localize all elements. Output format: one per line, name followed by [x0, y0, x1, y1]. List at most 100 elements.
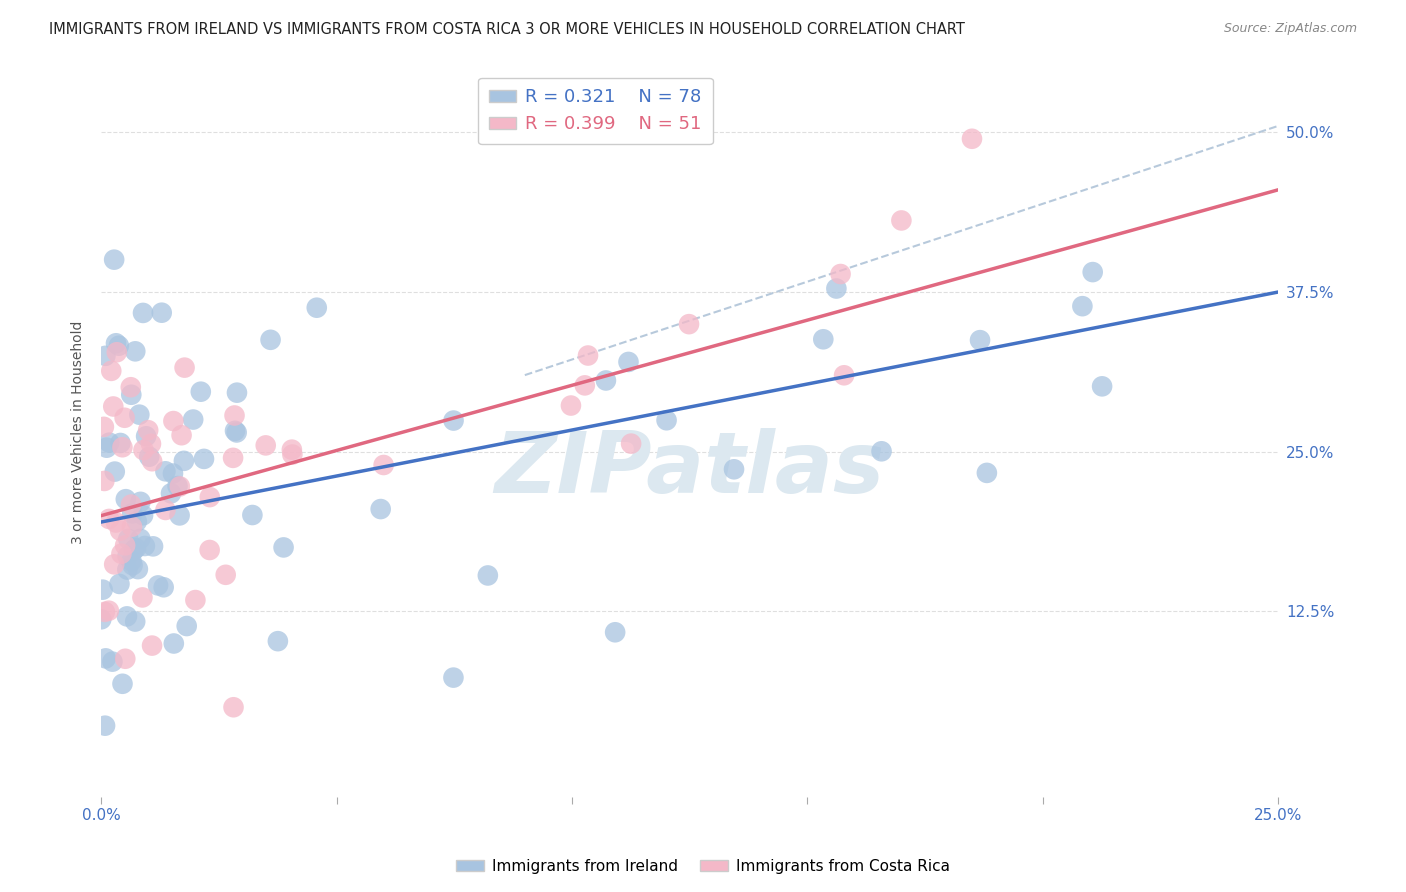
Point — [224, 409, 246, 423]
Point — [91, 582, 114, 597]
Point — [830, 267, 852, 281]
Point — [125, 515, 148, 529]
Point — [190, 384, 212, 399]
Point — [103, 252, 125, 267]
Point — [138, 450, 160, 464]
Point — [129, 495, 152, 509]
Point — [108, 577, 131, 591]
Point — [141, 639, 163, 653]
Point — [110, 547, 132, 561]
Point — [242, 508, 264, 522]
Point — [477, 568, 499, 582]
Point — [117, 549, 139, 564]
Point — [111, 440, 134, 454]
Point — [198, 490, 221, 504]
Point — [173, 360, 195, 375]
Point — [155, 464, 177, 478]
Point — [281, 448, 304, 462]
Point — [105, 345, 128, 359]
Point — [93, 420, 115, 434]
Point — [595, 374, 617, 388]
Point — [121, 554, 143, 568]
Point — [124, 344, 146, 359]
Point — [97, 604, 120, 618]
Point — [136, 423, 159, 437]
Point — [225, 425, 247, 440]
Point — [139, 437, 162, 451]
Point — [120, 498, 142, 512]
Point — [111, 677, 134, 691]
Point — [162, 414, 184, 428]
Point — [134, 539, 156, 553]
Point — [226, 385, 249, 400]
Point — [166, 479, 188, 493]
Text: Source: ZipAtlas.com: Source: ZipAtlas.com — [1223, 22, 1357, 36]
Point — [198, 543, 221, 558]
Point — [115, 609, 138, 624]
Point — [132, 508, 155, 523]
Point — [655, 413, 678, 427]
Point — [254, 438, 277, 452]
Point — [678, 317, 700, 331]
Point — [617, 355, 640, 369]
Point — [576, 349, 599, 363]
Point — [142, 539, 165, 553]
Point — [105, 336, 128, 351]
Point — [114, 410, 136, 425]
Point — [146, 578, 169, 592]
Point — [114, 652, 136, 666]
Point — [169, 508, 191, 523]
Point — [98, 512, 121, 526]
Point — [890, 213, 912, 227]
Point — [132, 306, 155, 320]
Point — [131, 591, 153, 605]
Point — [94, 719, 117, 733]
Point — [155, 503, 177, 517]
Point — [94, 605, 117, 619]
Legend: Immigrants from Ireland, Immigrants from Costa Rica: Immigrants from Ireland, Immigrants from… — [450, 853, 956, 880]
Point — [825, 281, 848, 295]
Point — [969, 333, 991, 347]
Point — [176, 619, 198, 633]
Point — [127, 562, 149, 576]
Point — [152, 580, 174, 594]
Point — [976, 466, 998, 480]
Point — [98, 435, 121, 450]
Point — [121, 507, 143, 521]
Point — [870, 444, 893, 458]
Point — [104, 465, 127, 479]
Point — [443, 671, 465, 685]
Point — [1091, 379, 1114, 393]
Point — [1081, 265, 1104, 279]
Point — [592, 122, 614, 136]
Point — [93, 474, 115, 488]
Point — [114, 538, 136, 552]
Point — [163, 636, 186, 650]
Point — [273, 541, 295, 555]
Point — [104, 516, 127, 530]
Text: ZIPatlas: ZIPatlas — [495, 427, 884, 510]
Point — [222, 450, 245, 465]
Point — [560, 399, 582, 413]
Point — [215, 567, 238, 582]
Point — [813, 332, 835, 346]
Point — [281, 442, 304, 457]
Point — [94, 349, 117, 363]
Point — [121, 519, 143, 533]
Point — [170, 428, 193, 442]
Point — [103, 400, 125, 414]
Point — [305, 301, 328, 315]
Point — [620, 436, 643, 450]
Point — [832, 368, 855, 383]
Point — [128, 408, 150, 422]
Point — [114, 492, 136, 507]
Point — [184, 593, 207, 607]
Point — [181, 412, 204, 426]
Point — [443, 413, 465, 427]
Text: IMMIGRANTS FROM IRELAND VS IMMIGRANTS FROM COSTA RICA 3 OR MORE VEHICLES IN HOUS: IMMIGRANTS FROM IRELAND VS IMMIGRANTS FR… — [49, 22, 965, 37]
Point — [103, 558, 125, 572]
Point — [94, 651, 117, 665]
Point — [121, 558, 143, 573]
Point — [162, 467, 184, 481]
Point — [96, 441, 118, 455]
